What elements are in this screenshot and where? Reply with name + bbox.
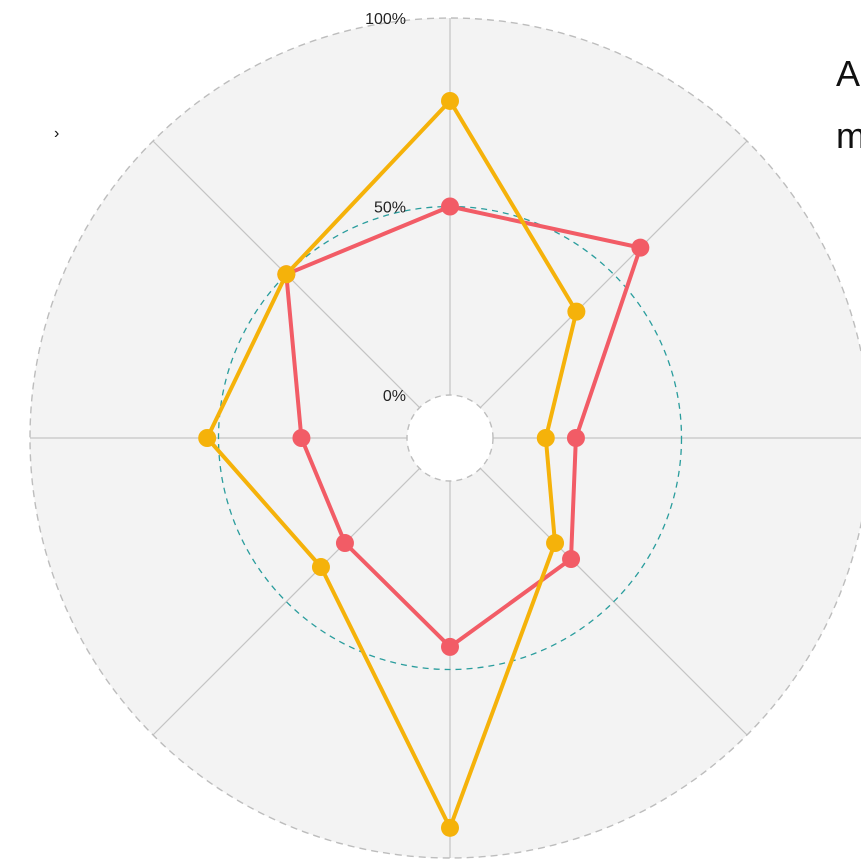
series-1-point-2 [631, 238, 650, 257]
series-1-point-3 [566, 429, 585, 447]
series-1-point-4 [562, 550, 581, 569]
series-2-point-1 [441, 91, 459, 110]
radial-tick-label: 50% [374, 200, 406, 217]
series-2-point-4 [546, 534, 565, 553]
edge-mark: › [54, 125, 60, 142]
side-text-line-1: A [836, 53, 861, 94]
spoke-6 [152, 467, 421, 736]
series-2-point-7 [198, 429, 217, 447]
series-2-point-5 [441, 818, 459, 837]
spoke-2 [479, 140, 748, 409]
series-1-point-7 [292, 429, 311, 447]
side-text-line-2: m [836, 115, 861, 156]
tick-label-layer: 0% 50% 100% [365, 11, 406, 405]
series-2 [198, 91, 586, 837]
series-1 [277, 197, 650, 656]
series-1-point-6 [335, 534, 354, 553]
inner-hole [407, 395, 493, 481]
radial-tick-label: 100% [365, 11, 406, 28]
series-2-point-3 [536, 429, 555, 447]
series-1-point-1 [441, 197, 459, 216]
background-layer [30, 18, 861, 858]
series-2-point-2 [567, 302, 586, 321]
series-1-point-5 [441, 637, 459, 656]
series-2-point-8 [277, 265, 296, 284]
series-layer [198, 91, 650, 837]
radial-tick-label: 0% [383, 388, 406, 405]
inner-ring [406, 394, 494, 482]
series-2-point-6 [311, 558, 330, 577]
